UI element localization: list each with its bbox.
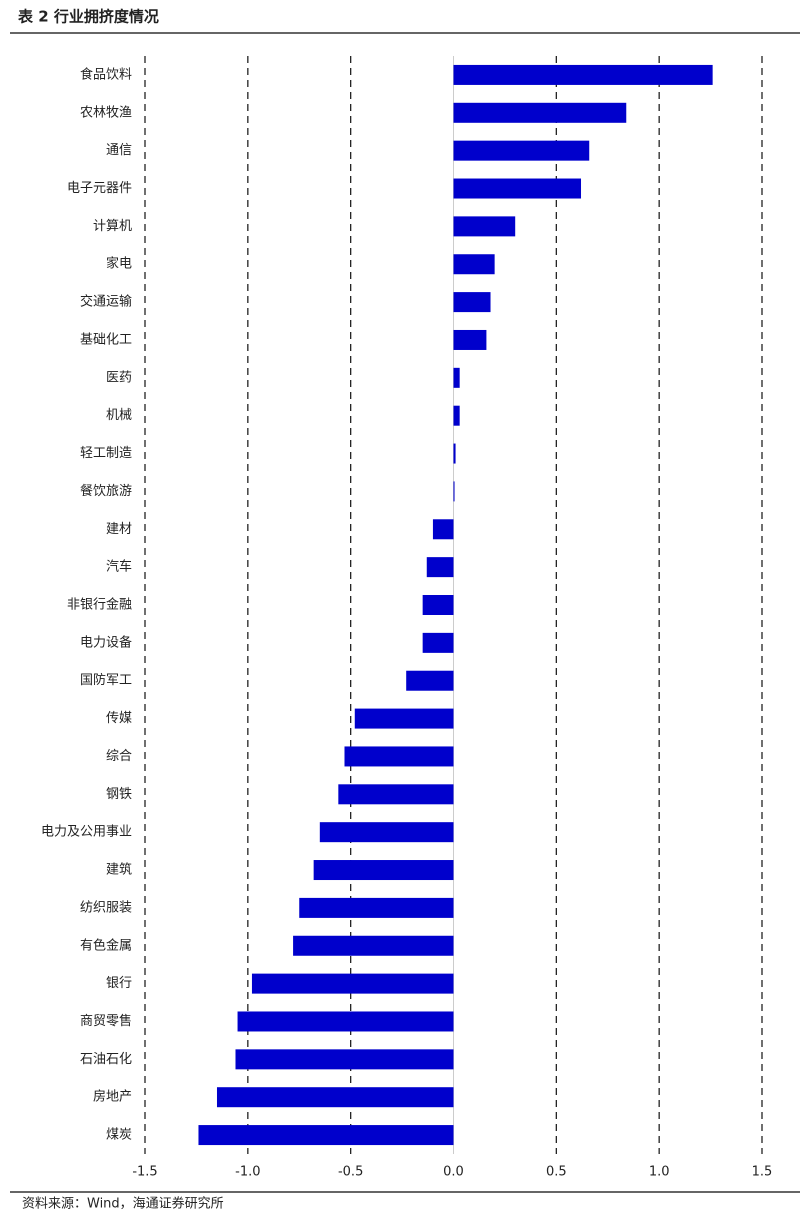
x-tick-label: 1.0 [649, 1165, 670, 1180]
bar [453, 292, 491, 313]
bar [354, 708, 454, 729]
bar [453, 102, 627, 123]
x-tick-label: 1.5 [752, 1165, 773, 1180]
bar [453, 367, 460, 388]
bar [453, 178, 582, 199]
bar [453, 254, 495, 275]
x-tick-label: -0.5 [338, 1165, 363, 1180]
bar [432, 519, 454, 540]
x-tick-label: 0.5 [546, 1165, 567, 1180]
bar [319, 822, 454, 843]
bar [406, 670, 454, 691]
bar [216, 1087, 454, 1108]
bar [453, 481, 455, 502]
bar [313, 860, 454, 881]
y-tick-label: 石油石化 [80, 1052, 132, 1067]
bar [338, 784, 454, 805]
bar [453, 405, 460, 426]
y-tick-label: 建筑 [106, 862, 132, 878]
y-tick-label: 有色金属 [80, 937, 132, 953]
y-tick-label: 交通运输 [80, 294, 132, 310]
y-tick-label: 机械 [106, 408, 132, 423]
x-tick-label: -1.0 [235, 1165, 260, 1180]
y-tick-label: 电力设备 [80, 634, 132, 650]
bar [251, 973, 454, 994]
y-tick-label: 商贸零售 [80, 1013, 132, 1029]
y-tick-label: 传媒 [106, 711, 132, 726]
y-tick-label: 农林牧渔 [80, 105, 132, 120]
y-tick-label: 钢铁 [106, 787, 132, 802]
bar [235, 1049, 454, 1070]
x-tick-label: 0.0 [443, 1165, 464, 1180]
y-tick-label: 医药 [106, 370, 132, 385]
y-tick-label: 餐饮旅游 [80, 483, 132, 499]
y-tick-label: 电子元器件 [67, 181, 132, 196]
bar [453, 140, 590, 161]
bar [293, 935, 454, 956]
bar [299, 897, 454, 918]
bar [453, 443, 456, 464]
bar [453, 216, 516, 237]
y-tick-label: 食品饮料 [80, 66, 132, 82]
source-note: 资料来源：Wind，海通证券研究所 [22, 1196, 224, 1212]
y-tick-label: 计算机 [93, 219, 132, 234]
y-tick-label: 银行 [106, 976, 132, 991]
bar [453, 64, 713, 85]
bar [422, 595, 454, 615]
y-tick-label: 建材 [106, 522, 132, 537]
y-tick-label: 国防军工 [80, 672, 132, 688]
y-tick-label: 轻工制造 [80, 446, 132, 461]
y-tick-label: 家电 [106, 256, 132, 272]
y-tick-label: 综合 [106, 749, 132, 764]
bar [426, 557, 454, 578]
bar [453, 329, 487, 350]
bar [237, 1011, 454, 1032]
y-tick-label: 非银行金融 [67, 597, 132, 613]
x-tick-label: -1.5 [132, 1165, 157, 1180]
y-tick-label: 基础化工 [80, 332, 132, 347]
y-tick-label: 通信 [106, 143, 132, 158]
bar [198, 1125, 454, 1146]
bar [344, 746, 454, 767]
y-tick-label: 电力及公用事业 [41, 825, 132, 840]
y-tick-label: 煤炭 [106, 1128, 132, 1143]
y-tick-label: 房地产 [93, 1089, 132, 1105]
bar [422, 632, 454, 653]
y-tick-label: 纺织服装 [80, 900, 132, 915]
chart-title: 表 2 行业拥挤度情况 [18, 8, 159, 26]
y-tick-label: 汽车 [106, 559, 132, 575]
